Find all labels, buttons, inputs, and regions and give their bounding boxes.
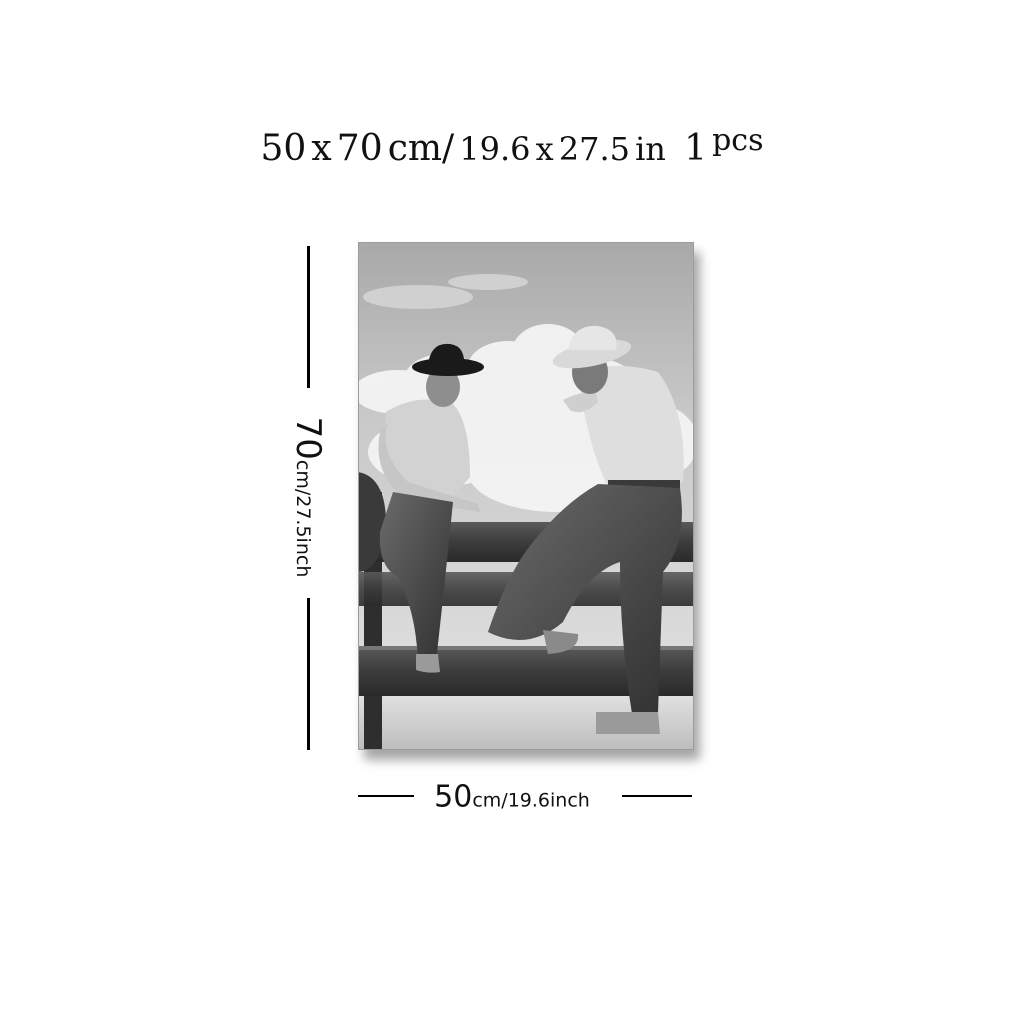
quantity-number: 1 — [684, 128, 707, 169]
height-unit: cm/27.5inch — [292, 459, 314, 578]
right-cowboy — [488, 325, 684, 734]
size-times-inch: x — [535, 130, 554, 168]
size-width-inch: 19.6 — [459, 130, 531, 168]
width-label: 50cm/19.6inch — [434, 780, 590, 815]
width-unit: cm/19.6inch — [472, 789, 590, 812]
cowboys-on-fence-illustration — [358, 242, 694, 750]
size-unit-cm: cm/ — [387, 128, 455, 169]
quantity-unit: pcs — [712, 123, 764, 158]
left-cowboy — [358, 343, 484, 673]
size-heading: 50 x 70 cm/ 19.6 x 27.5 in 1 pcs — [0, 123, 1024, 169]
size-times: x — [311, 128, 332, 169]
width-line-right — [622, 795, 692, 797]
width-number: 50 — [434, 779, 473, 815]
height-line-bottom — [307, 598, 310, 750]
size-height-cm: 70 — [336, 128, 383, 169]
height-number: 70 — [288, 416, 328, 460]
height-line-top — [307, 246, 310, 388]
canvas-print-image — [358, 242, 694, 750]
size-width-cm: 50 — [260, 128, 307, 169]
size-height-inch: 27.5 — [558, 130, 630, 168]
size-unit-inch: in — [635, 130, 666, 168]
width-line-left — [358, 795, 414, 797]
height-label: 70cm/27.5inch — [288, 417, 328, 578]
